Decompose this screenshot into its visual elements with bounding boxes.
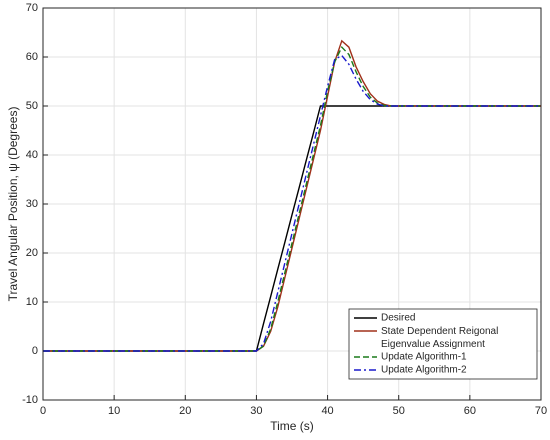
legend-label: Update Algorithm-2 <box>381 365 467 376</box>
y-tick-label: 20 <box>26 247 38 259</box>
x-tick-label: 70 <box>535 405 547 417</box>
y-tick-label: 0 <box>32 345 38 357</box>
x-tick-label: 60 <box>464 405 476 417</box>
legend-label: Desired <box>381 313 415 324</box>
x-tick-label: 20 <box>179 405 191 417</box>
y-tick-label: -10 <box>22 394 38 406</box>
y-tick-label: 40 <box>26 149 38 161</box>
y-tick-label: 30 <box>26 198 38 210</box>
x-tick-label: 30 <box>250 405 262 417</box>
x-tick-label: 50 <box>393 405 405 417</box>
x-tick-label: 10 <box>108 405 120 417</box>
y-tick-label: 70 <box>26 2 38 14</box>
x-tick-label: 40 <box>321 405 333 417</box>
x-tick-label: 0 <box>40 405 46 417</box>
legend-label: State Dependent Reigonal Eigenvalue Assig… <box>381 326 498 350</box>
series-line <box>43 54 541 352</box>
legend-label: Update Algorithm-1 <box>381 352 467 363</box>
x-axis-label: Time (s) <box>270 419 314 433</box>
y-tick-label: 50 <box>26 100 38 112</box>
y-axis-label: Travel Angular Position, ψ (Degrees) <box>6 107 20 302</box>
legend: Desired State Dependent Reigonal Eigenvalu… <box>348 308 538 380</box>
y-tick-label: 60 <box>26 51 38 63</box>
y-tick-label: 10 <box>26 296 38 308</box>
legend-box <box>348 308 538 380</box>
axes-box <box>42 7 542 401</box>
